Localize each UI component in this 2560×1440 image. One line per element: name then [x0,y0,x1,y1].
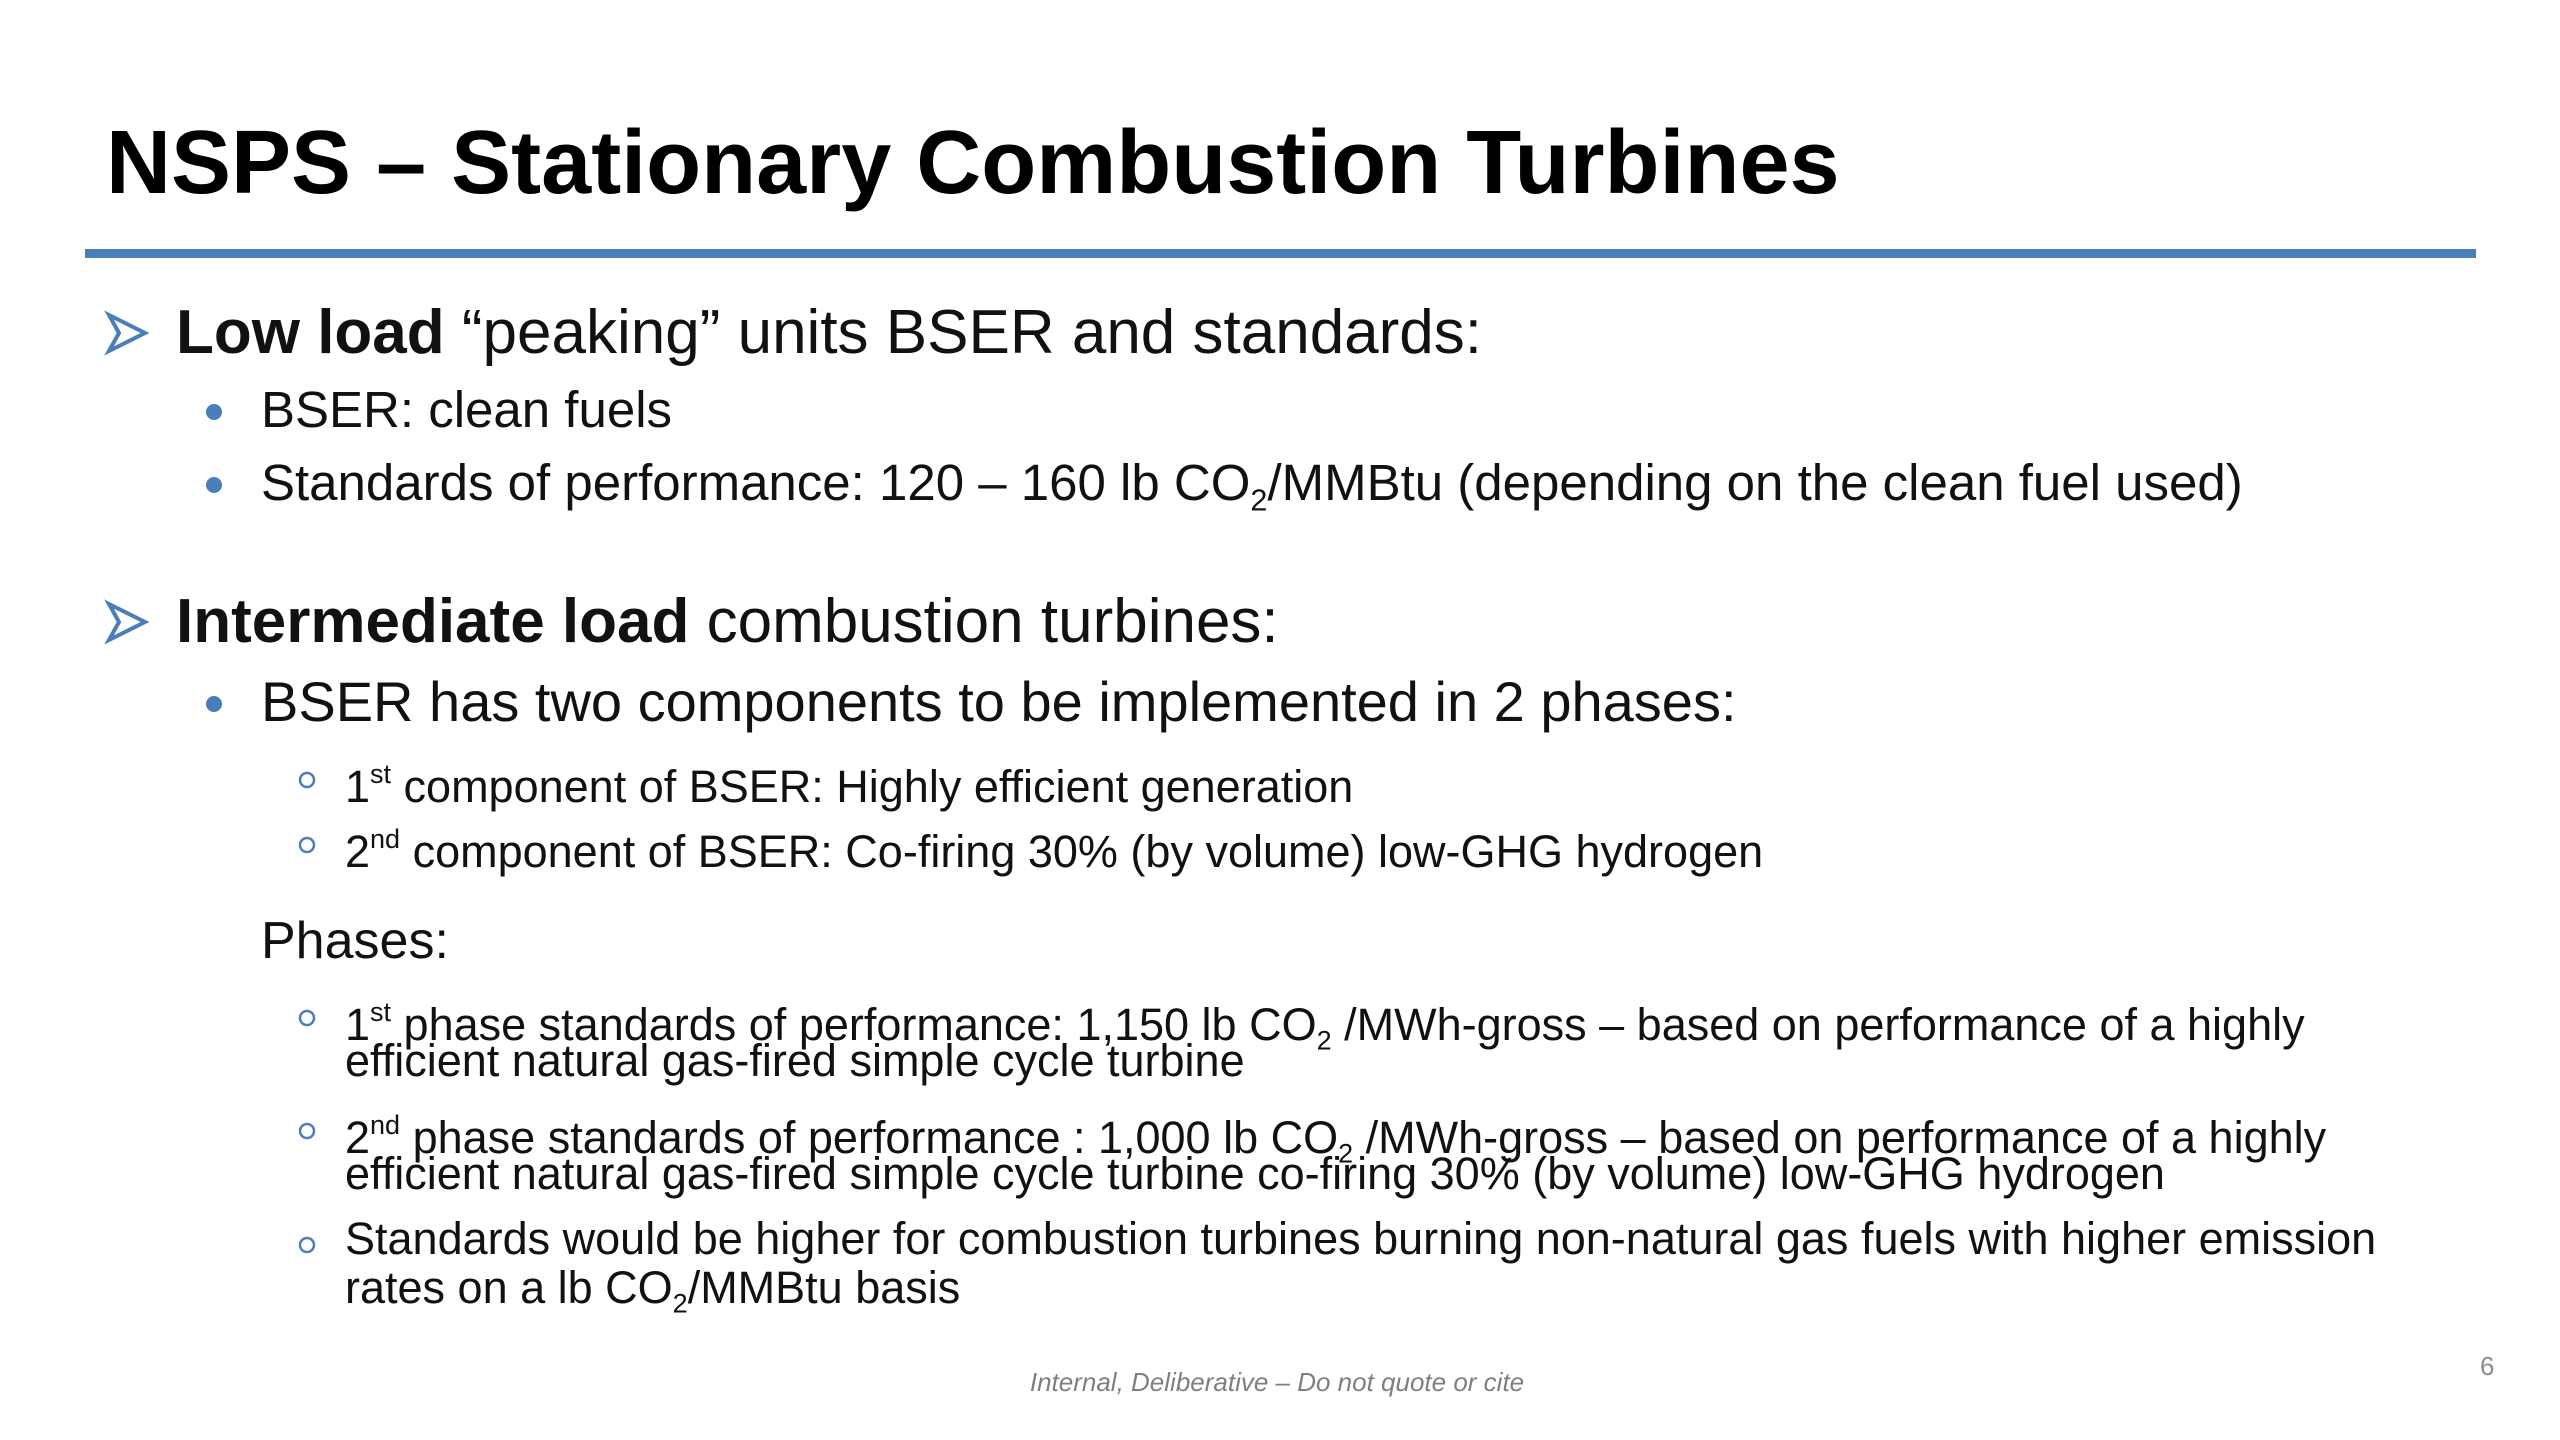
text-run: /MMBtu (depending on the clean fuel used… [1267,454,2243,512]
text-run: component of BSER: Co-firing 30% (by vol… [400,825,1764,877]
level1-heading: Low load “peaking” units BSER and standa… [176,296,1482,370]
level1-heading: Intermediate load combustion turbines: [176,585,1279,659]
text-run: “peaking” units BSER and standards: [444,297,1483,367]
arrow-bullet [104,310,150,356]
dot-bullet [206,477,222,493]
title-rule [85,249,2476,258]
text-run: combustion turbines: [689,586,1279,656]
text-run: 2 [1338,1138,1354,1169]
text-run: Intermediate load [176,586,690,656]
text-run: 2 [1316,1025,1332,1056]
text-run: st [370,997,392,1027]
text-run: nd [370,1110,401,1140]
text-run: st [370,759,392,789]
text-run: 2 [1250,484,1268,519]
ring-bullet [298,1122,316,1140]
level3-item: Standards would be higher for combustion… [345,1212,2376,1266]
text-run: Standards would be higher for combustion… [345,1213,2377,1264]
slide-title: NSPS – Stationary Combustion Turbines [106,113,1840,213]
text-run: 1 [345,760,371,812]
level3-item: rates on a lb CO2/MMBtu basis [345,1261,960,1330]
level3-item: efficient natural gas-fired simple cycle… [345,1147,2165,1201]
text-run: efficient natural gas-fired simple cycle… [345,1148,2165,1199]
level2-item: BSER has two components to be implemente… [261,668,1737,735]
dot-bullet [206,696,222,712]
text-run: rates on a lb CO [345,1262,673,1313]
text-run: Low load [176,297,445,367]
level2-item: BSER: clean fuels [261,379,672,440]
text-run: /MMBtu basis [687,1262,961,1313]
text-run: 2 [345,825,371,877]
level3-item: efficient natural gas-fired simple cycle… [345,1034,1245,1088]
text-run: BSER: clean fuels [261,381,673,439]
text-run: 1 [345,998,371,1050]
phases-label: Phases: [261,911,449,970]
text-run: nd [370,824,401,854]
text-run: Standards of performance: 120 – 160 lb C… [261,454,1251,512]
text-run: /MWh-gross – based on performance of a h… [1331,998,2305,1050]
text-run: 2 [345,1111,371,1163]
text-run: phase standards of performance: 1,150 lb… [391,998,1317,1050]
ring-bullet [298,1236,316,1254]
text-run: BSER has two components to be implemente… [261,670,1737,734]
text-run: phase standards of performance : 1,000 l… [400,1111,1339,1163]
level3-item: 2nd component of BSER: Co-firing 30% (by… [345,812,1763,879]
page-number: 6 [2480,1351,2495,1382]
level3-item: 1st component of BSER: Highly efficient … [345,747,1353,814]
text-run: efficient natural gas-fired simple cycle… [345,1035,1245,1086]
level3-item: 2nd phase standards of performance : 1,0… [345,1098,2326,1180]
text-run: component of BSER: Highly efficient gene… [391,760,1354,812]
ring-bullet [298,771,316,789]
ring-bullet [298,836,316,854]
arrow-bullet [104,599,150,645]
text-run: 2 [672,1288,688,1319]
ring-bullet [298,1009,316,1027]
footer-note: Internal, Deliberative – Do not quote or… [1029,1367,1525,1398]
text-run: /MWh-gross – based on performance of a h… [1353,1111,2327,1163]
dot-bullet [206,404,222,420]
level3-item: 1st phase standards of performance: 1,15… [345,985,2305,1067]
level2-item: Standards of performance: 120 – 160 lb C… [261,452,2243,532]
